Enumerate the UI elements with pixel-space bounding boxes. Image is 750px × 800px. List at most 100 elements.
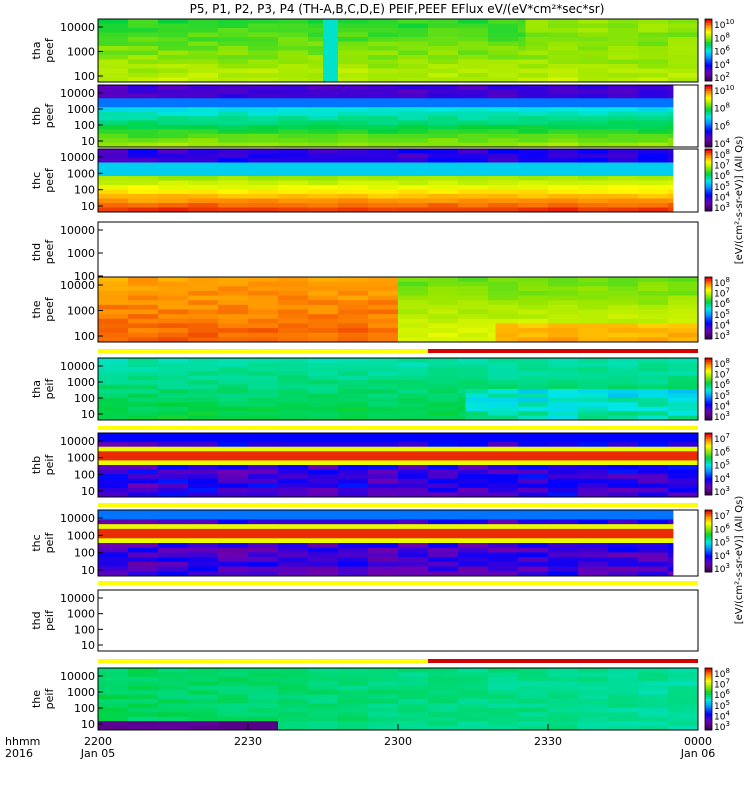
heatmap-cell bbox=[608, 23, 616, 29]
heatmap-cell bbox=[548, 149, 556, 154]
colorbar-cell bbox=[705, 167, 712, 171]
heatmap-cell bbox=[255, 180, 264, 186]
heatmap-cell bbox=[173, 337, 181, 343]
heatmap-cell bbox=[285, 371, 294, 377]
heatmap-cell bbox=[675, 77, 684, 83]
heatmap-cell bbox=[120, 375, 129, 381]
heatmap-cell bbox=[488, 133, 496, 139]
heatmap-cell bbox=[645, 314, 654, 320]
heatmap-cell bbox=[668, 185, 674, 190]
heatmap-cell bbox=[510, 162, 519, 168]
heatmap-cell bbox=[255, 73, 264, 78]
heatmap-cell bbox=[638, 180, 646, 186]
heatmap-cell bbox=[488, 318, 496, 324]
heatmap-cell bbox=[435, 189, 444, 195]
heatmap-cell bbox=[293, 68, 301, 74]
heatmap-cell bbox=[210, 50, 219, 56]
heatmap-cell bbox=[420, 180, 429, 186]
heatmap-cell bbox=[120, 111, 129, 117]
heatmap-cell bbox=[240, 318, 249, 324]
heatmap-cell bbox=[240, 393, 249, 399]
heatmap-cell bbox=[435, 185, 444, 190]
heatmap-cell bbox=[585, 68, 594, 74]
heatmap-cell bbox=[323, 171, 331, 177]
heatmap-cell bbox=[450, 111, 459, 117]
heatmap-cell bbox=[293, 318, 301, 324]
heatmap-cell bbox=[503, 194, 511, 199]
heatmap-cell bbox=[375, 23, 384, 29]
heatmap-cell bbox=[383, 64, 391, 69]
heatmap-cell bbox=[210, 28, 219, 33]
heatmap-cell bbox=[458, 323, 466, 329]
heatmap-cell bbox=[525, 124, 534, 130]
heatmap-cell bbox=[338, 23, 346, 29]
heatmap-cell bbox=[615, 180, 624, 186]
heatmap-cell bbox=[300, 77, 309, 83]
heatmap-cell bbox=[248, 55, 256, 60]
heatmap-cell bbox=[653, 153, 661, 159]
heatmap-cell bbox=[293, 19, 301, 24]
heatmap-cell bbox=[548, 133, 556, 139]
heatmap-cell bbox=[660, 59, 669, 65]
heatmap-cell bbox=[240, 89, 249, 95]
heatmap-cell bbox=[120, 318, 129, 324]
heatmap-cell bbox=[105, 133, 114, 139]
heatmap-cell bbox=[293, 304, 301, 310]
heatmap-cell bbox=[225, 111, 234, 117]
heatmap-cell bbox=[375, 281, 384, 287]
heatmap-cell bbox=[165, 286, 174, 292]
heatmap-cell bbox=[120, 180, 129, 186]
heatmap-cell bbox=[218, 384, 226, 390]
heatmap-cell bbox=[540, 129, 549, 135]
heatmap-cell bbox=[203, 129, 211, 135]
heatmap-cell bbox=[255, 286, 264, 292]
heatmap-cell bbox=[158, 402, 166, 408]
heatmap-cell bbox=[300, 41, 309, 47]
heatmap-cell bbox=[615, 314, 624, 320]
heatmap-cell bbox=[270, 129, 279, 135]
heatmap-cell bbox=[405, 107, 414, 112]
heatmap-cell bbox=[203, 185, 211, 190]
heatmap-cell bbox=[330, 304, 339, 310]
heatmap-cell bbox=[210, 277, 219, 283]
heatmap-cell bbox=[353, 295, 361, 301]
heatmap-cell bbox=[405, 19, 414, 24]
heatmap-cell bbox=[240, 185, 249, 190]
heatmap-cell bbox=[173, 120, 181, 126]
heatmap-cell bbox=[113, 380, 121, 385]
heatmap-cell bbox=[135, 384, 144, 390]
heatmap-cell bbox=[270, 46, 279, 51]
heatmap-cell bbox=[203, 384, 211, 390]
heatmap-cell bbox=[353, 318, 361, 324]
heatmap-cell bbox=[263, 194, 271, 199]
heatmap-cell bbox=[143, 314, 151, 320]
heatmap-cell bbox=[173, 406, 181, 412]
heatmap-cell bbox=[158, 59, 166, 65]
heatmap-cell bbox=[465, 207, 474, 213]
heatmap-cell bbox=[278, 19, 286, 24]
heatmap-cell bbox=[518, 295, 526, 301]
heatmap-cell bbox=[218, 323, 226, 329]
heatmap-cell bbox=[143, 171, 151, 177]
heatmap-cell bbox=[120, 323, 129, 329]
heatmap-cell bbox=[480, 50, 489, 56]
heatmap-cell bbox=[668, 142, 674, 148]
heatmap-cell bbox=[188, 23, 196, 29]
heatmap-cell bbox=[173, 203, 181, 208]
heatmap-cell bbox=[413, 46, 421, 51]
heatmap-cell bbox=[375, 207, 384, 213]
heatmap-cell bbox=[180, 138, 189, 143]
heatmap-cell bbox=[638, 77, 646, 83]
heatmap-cell bbox=[623, 286, 631, 292]
heatmap-cell bbox=[608, 116, 616, 121]
heatmap-cell bbox=[128, 290, 136, 296]
heatmap-cell bbox=[98, 158, 106, 163]
heatmap-cell bbox=[675, 28, 684, 33]
heatmap-cell bbox=[488, 73, 496, 78]
heatmap-cell bbox=[563, 73, 571, 78]
heatmap-cell bbox=[525, 207, 534, 213]
heatmap-cell bbox=[428, 194, 436, 199]
heatmap-cell bbox=[683, 300, 691, 306]
heatmap-cell bbox=[563, 203, 571, 208]
heatmap-cell bbox=[248, 185, 256, 190]
